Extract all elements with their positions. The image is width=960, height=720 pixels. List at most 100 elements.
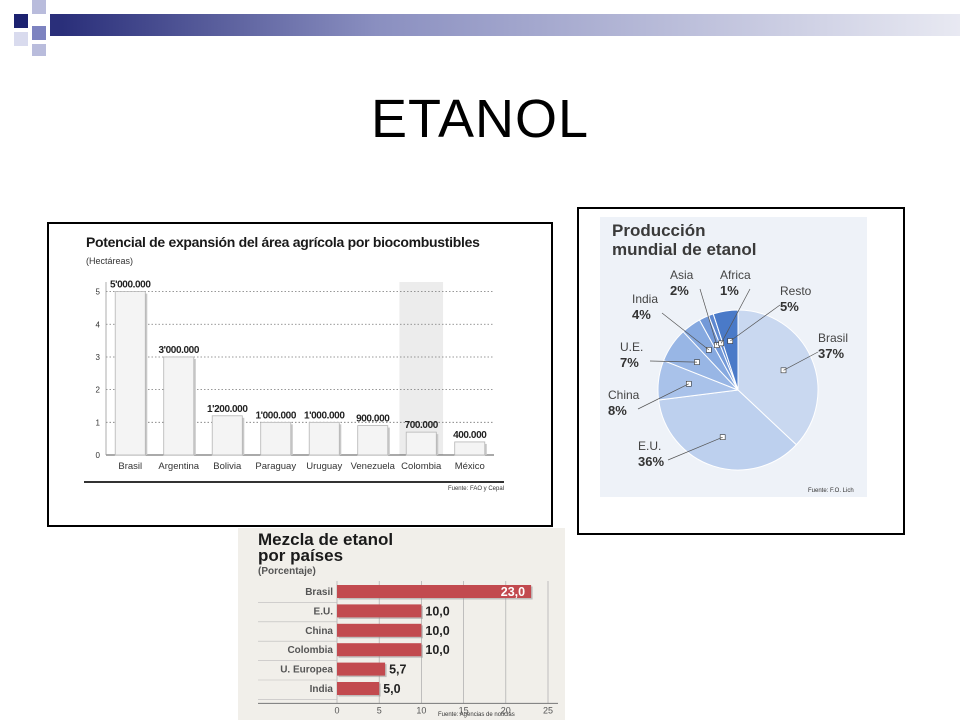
x-tick-label: Uruguay	[306, 461, 342, 472]
slice-name-label: Africa	[720, 268, 751, 282]
y-tick-label: Brasil	[305, 587, 333, 598]
bar	[337, 682, 380, 695]
bar-data-label: 1'200.000	[207, 404, 248, 415]
pie-chart: Producción mundial de etanol Brasil 37% E.…	[600, 217, 867, 497]
leader-line	[699, 288, 718, 346]
hbar-chart: Mezcla de etanol por países (Porcentaje)…	[238, 528, 565, 720]
y-tick-label: 4	[96, 320, 101, 329]
slide-title: ETANOL	[370, 89, 590, 149]
bar	[405, 431, 437, 456]
y-tick-label: 1	[96, 418, 101, 427]
pie-chart-source: Fuente: F.O. Lich	[808, 488, 854, 494]
slice-name-label: E.U.	[638, 439, 661, 453]
y-tick-label: Colombia	[287, 645, 333, 656]
leader-line	[783, 351, 819, 371]
bar-chart: Potencial de expansión del área agrícola…	[84, 230, 504, 495]
leader-line	[637, 383, 689, 410]
bar-data-label: 900.000	[356, 414, 390, 425]
x-tick-label: 15	[459, 705, 469, 715]
pie-slice	[737, 309, 819, 446]
hbar-chart-svg: 0 5 10 15 20 25 Brasil 23,0 E.U. 10,0 China 10,0 Col…	[258, 581, 558, 715]
x-tick-label: 0	[334, 705, 339, 715]
x-tick-label: Bolivia	[213, 461, 242, 472]
x-tick-label: 5	[377, 705, 382, 715]
x-tick-label: Argentina	[158, 461, 199, 472]
bar-chart-source: Fuente: FAO y Cepal	[447, 486, 504, 492]
bar-chart-svg: 0 1 2 3 4 5 5'000.000 Brasil 3'000.000 Argentina 1…	[84, 280, 504, 483]
bar	[114, 291, 146, 456]
bar	[357, 425, 389, 456]
slice-name-label: India	[632, 292, 658, 306]
slice-value-label: 36%	[638, 454, 664, 469]
x-tick-label: Venezuela	[351, 461, 396, 472]
bar-chart-title: Potencial de expansión del área agrícola…	[86, 234, 480, 250]
y-tick-label: 2	[96, 386, 101, 395]
slice-value-label: 1%	[720, 283, 739, 298]
bar-data-label: 1'000.000	[304, 410, 345, 421]
slice-value-label: 7%	[620, 355, 639, 370]
x-tick-label: Colombia	[401, 461, 442, 472]
slice-marker	[685, 380, 692, 387]
bar	[163, 356, 195, 456]
hbar-chart-ylabel: (Porcentaje)	[258, 566, 316, 577]
slice-name-label: U.E.	[620, 340, 643, 354]
bar	[337, 585, 532, 598]
bar	[337, 662, 386, 676]
corner-square-light	[32, 0, 46, 14]
bar-data-label: 5,7	[389, 663, 406, 677]
slice-name-label: Brasil	[818, 331, 848, 345]
bar-chart-ylabel: (Hectáreas)	[86, 256, 134, 266]
slice-value-label: 37%	[818, 346, 844, 361]
corner-square-dark	[14, 14, 28, 28]
slice-value-label: 4%	[632, 307, 651, 322]
leader-line	[661, 312, 710, 351]
x-tick-label: Brasil	[118, 461, 142, 472]
leader-line	[649, 360, 697, 363]
bar	[337, 643, 422, 657]
slice-name-label: China	[608, 388, 640, 402]
corner-square-mid	[50, 14, 62, 36]
slice-value-label: 8%	[608, 403, 627, 418]
y-tick-label: India	[310, 684, 334, 695]
leader-line	[667, 436, 723, 461]
slice-value-label: 5%	[780, 299, 799, 314]
bar-data-label: 23,0	[501, 585, 525, 599]
y-tick-label: U. Europea	[280, 665, 333, 676]
bar-data-label: 700.000	[405, 420, 439, 431]
pie-chart-title-line1: Producción	[612, 221, 706, 240]
bar-data-label: 10,0	[425, 643, 449, 657]
bar	[211, 415, 243, 456]
y-tick-label: E.U.	[314, 606, 334, 617]
x-tick-label: 25	[543, 705, 553, 715]
bar-data-label: 5'000.000	[110, 280, 151, 291]
corner-square-mid	[32, 26, 46, 40]
leader-line	[730, 304, 781, 342]
bar-data-label: 400.000	[453, 430, 487, 441]
pie-chart-title-line2: mundial de etanol	[612, 240, 757, 259]
slice-name-label: Resto	[780, 284, 812, 298]
bar	[454, 441, 486, 456]
hbar-chart-title-line1: Mezcla de etanol	[258, 530, 394, 549]
y-tick-label: China	[305, 626, 333, 637]
bar-data-label: 1'000.000	[256, 410, 297, 421]
header-rule	[62, 14, 960, 36]
bar	[337, 623, 422, 637]
leader-line	[720, 288, 751, 344]
x-tick-label: 10	[416, 705, 426, 715]
bar-data-label: 3'000.000	[159, 345, 200, 356]
pie-slice	[712, 309, 739, 391]
slice-value-label: 2%	[670, 283, 689, 298]
highlight-column	[399, 282, 444, 455]
hbar-chart-source: Fuente: Agencias de noticias	[438, 712, 515, 718]
y-tick-label: 0	[96, 451, 101, 460]
bar-data-label: 5,0	[383, 682, 400, 696]
bar	[308, 421, 340, 456]
slice-name-label: Asia	[670, 268, 694, 282]
corner-square-light	[32, 44, 46, 56]
y-tick-label: 5	[96, 288, 101, 297]
x-tick-label: Paraguay	[255, 461, 296, 472]
corner-square-light	[14, 32, 28, 46]
bar	[260, 421, 292, 456]
bar-data-label: 10,0	[425, 604, 449, 618]
